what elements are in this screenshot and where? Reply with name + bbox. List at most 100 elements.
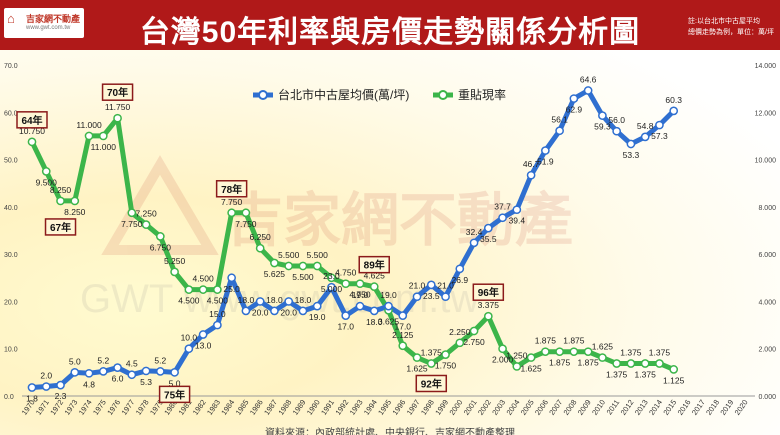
price-line [31, 88, 676, 390]
rate-data-label: 10.750 [19, 126, 45, 136]
callout-label: 70年 [107, 86, 128, 99]
price-data-label: 25.0 [223, 284, 240, 294]
rate-point [113, 113, 122, 123]
left-tick-label: 0.0 [4, 394, 14, 401]
rate-data-label: 7.250 [135, 209, 157, 219]
rate-data-label: 4.750 [349, 290, 371, 300]
price-point [84, 368, 94, 378]
rate-data-label: 1.875 [577, 358, 599, 368]
price-point [455, 264, 465, 274]
rate-data-label: 4.500 [192, 274, 214, 284]
rate-data-label: 1.875 [535, 336, 557, 346]
price-data-label: 57.3 [651, 131, 668, 141]
legend-price-label: 台北市中古屋均價(萬/坪) [278, 87, 409, 102]
price-data-label: 23.0 [323, 271, 340, 281]
logo: ⌂ 吉家網不動產 www.gwt.com.tw [4, 8, 84, 38]
rate-data-label: 4.500 [207, 296, 229, 306]
rate-data-label: 5.500 [292, 272, 314, 282]
price-data-label: 13.0 [195, 341, 212, 351]
rate-data-label: 2.125 [392, 330, 414, 340]
price-point [298, 306, 308, 316]
rate-line [29, 115, 675, 372]
callout-box [415, 374, 448, 393]
rate-point [170, 267, 179, 277]
price-data-label: 51.9 [537, 157, 554, 167]
rate-point [541, 347, 550, 357]
x-tick-label: 2014 [647, 398, 664, 417]
callout-box [16, 111, 48, 129]
rate-point [569, 347, 579, 357]
rate-point [583, 347, 593, 357]
price-point [483, 223, 493, 233]
price-point [27, 383, 37, 392]
chart-title: 台灣50年利率與房價走勢關係分析圖 [139, 16, 641, 49]
price-data-label: 39.4 [509, 216, 526, 226]
rate-data-label: 1.125 [663, 375, 685, 385]
rate-data-label: 4.750 [335, 268, 357, 278]
rate-data-label: 11.000 [91, 142, 117, 152]
rate-data-label: 5.250 [164, 256, 186, 266]
price-data-label: 56.1 [551, 115, 568, 125]
price-point [598, 111, 607, 120]
watermark-house-icon [101, 155, 219, 255]
logo-name: 吉家網不動產 [26, 14, 81, 24]
x-tick-label: 2000 [447, 398, 464, 417]
price-data-label: 2.3 [55, 391, 67, 401]
rate-data-label: 1.375 [606, 369, 628, 379]
rate-point [412, 353, 422, 362]
price-data-label: 56.0 [608, 115, 625, 125]
callout-box [158, 385, 191, 404]
x-tick-label: 2006 [533, 398, 550, 417]
callout-label: 67年 [50, 221, 71, 234]
x-tick-label: 1996 [390, 398, 407, 417]
rate-data-label: 8.250 [50, 185, 72, 195]
rate-data-label: 9.500 [36, 177, 58, 187]
x-tick-label: 1988 [276, 398, 293, 417]
price-data-label: 37.7 [494, 202, 511, 212]
price-point [384, 301, 393, 311]
rate-data-label: 4.625 [364, 271, 386, 281]
rate-point [98, 131, 108, 141]
price-data-label: 21.0 [409, 281, 426, 291]
price-point [469, 238, 479, 248]
price-data-label: 54.8 [637, 121, 654, 131]
rate-point [284, 261, 294, 271]
rate-point [327, 273, 336, 283]
price-point [127, 370, 137, 380]
rate-point [56, 196, 65, 206]
x-tick-label: 1995 [376, 398, 393, 417]
price-point [355, 301, 365, 311]
rate-point [198, 285, 208, 294]
callout-box [44, 218, 77, 236]
rate-data-label: 7.750 [221, 197, 243, 207]
x-tick-label: 1997 [405, 398, 422, 417]
price-point [155, 367, 165, 376]
price-data-label: 19.0 [309, 312, 326, 322]
x-tick-label: 2012 [619, 398, 636, 417]
x-tick-label: 1992 [333, 398, 350, 417]
price-point [341, 311, 351, 320]
price-data-label: 46.7 [523, 159, 540, 169]
price-data-label: 23.5 [423, 291, 440, 301]
price-data-label: 5.0 [69, 356, 81, 366]
left-tick-label: 60.0 [4, 110, 18, 117]
price-data-label: 20.0 [280, 307, 297, 317]
rate-point [498, 344, 507, 354]
x-tick-label: 2003 [490, 398, 507, 417]
x-tick-label: 1986 [248, 398, 265, 417]
x-tick-label: 1999 [433, 398, 450, 417]
price-data-label: 5.2 [97, 355, 109, 365]
price-point [426, 280, 436, 290]
x-tick-label: 2008 [562, 398, 579, 417]
price-point [583, 86, 593, 95]
price-point [70, 368, 80, 377]
rate-point [155, 232, 165, 241]
price-point [141, 366, 151, 376]
rate-point [41, 167, 51, 176]
price-point [669, 106, 679, 116]
rate-data-label: 7.750 [121, 219, 143, 229]
year-callouts: 64年 67年 70年 75年 78年 89年 92年 96年 [16, 83, 505, 404]
rate-point [640, 359, 650, 368]
callout-label: 96年 [478, 286, 499, 299]
x-tick-label: 2010 [590, 398, 607, 417]
